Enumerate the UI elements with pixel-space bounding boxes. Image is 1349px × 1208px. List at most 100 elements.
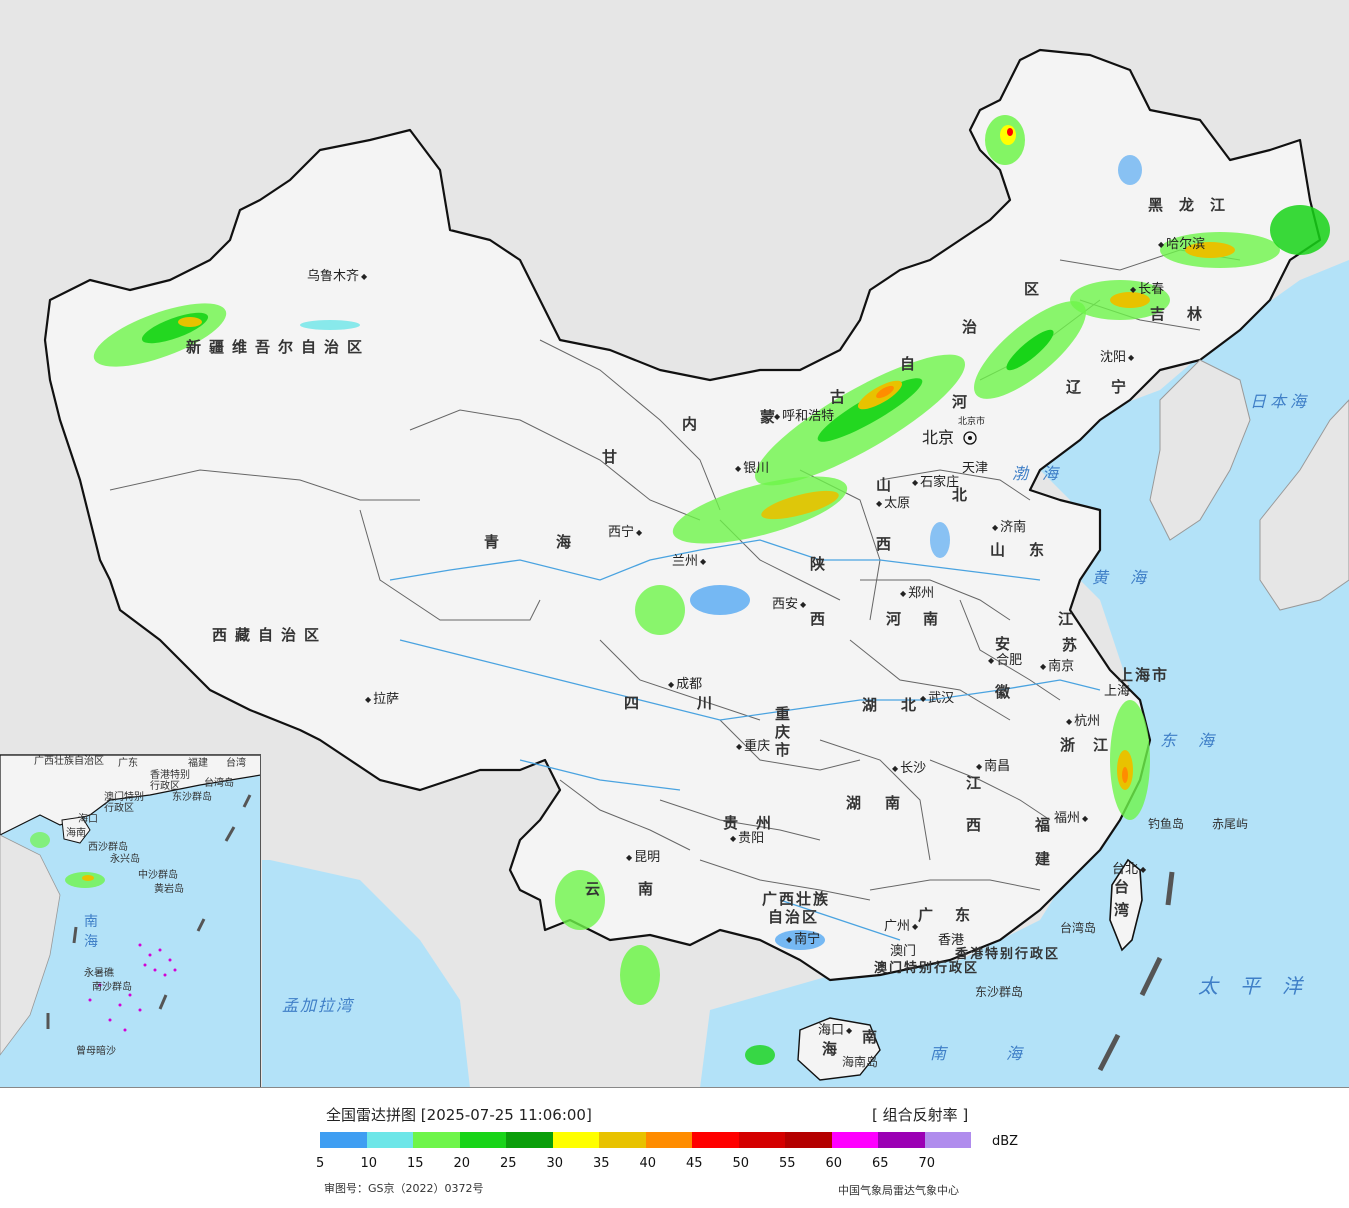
beijing-marker bbox=[963, 431, 977, 445]
province-label-chongqing-b: 庆 bbox=[775, 723, 811, 741]
province-label-shaanxi-a: 陕 bbox=[810, 555, 846, 573]
korea-land bbox=[1149, 359, 1251, 541]
city-chongqing: 重庆 bbox=[736, 740, 770, 753]
province-label-shanghai: 上海市 bbox=[1118, 666, 1170, 684]
inset-label-18: 曾母暗沙 bbox=[76, 1046, 116, 1057]
city-kunming: 昆明 bbox=[626, 851, 660, 864]
legend-tick-label: 20 bbox=[453, 1156, 471, 1171]
inset-label-4: 香港特别行政区 bbox=[150, 770, 190, 792]
province-label-hebei-a: 河 bbox=[952, 393, 988, 411]
inset-label-2: 福建 bbox=[188, 758, 208, 769]
province-label-shandong: 山东 bbox=[990, 541, 1069, 559]
city-nanchang: 南昌 bbox=[976, 760, 1010, 773]
province-label-neimenggu-4: 自 bbox=[900, 355, 936, 373]
legend-tick-label: 5 bbox=[316, 1156, 325, 1171]
city-beijing: 北京 bbox=[922, 428, 955, 447]
city-harbin: 哈尔滨 bbox=[1158, 238, 1205, 251]
province-label-taiwan-b: 湾 bbox=[1114, 901, 1150, 919]
city-xining: 西宁 bbox=[608, 526, 642, 539]
city-shijiazhuang: 石家庄 bbox=[912, 476, 959, 489]
province-label-neimenggu-5: 治 bbox=[962, 318, 998, 336]
sea-label-donghai: 东海 bbox=[1160, 731, 1237, 750]
province-label-liaoning: 辽宁 bbox=[1066, 378, 1157, 396]
radar-map: 新疆维吾尔自治区 西藏自治区 青 海 甘 内 蒙 古 自 治 区 黑龙江 吉林 … bbox=[0, 0, 1349, 1088]
province-label-sichuan-b: 川 bbox=[697, 694, 733, 712]
island-taiwan: 台湾岛 bbox=[1060, 921, 1097, 935]
city-hefei: 合肥 bbox=[988, 654, 1022, 667]
city-aomen: 澳门 bbox=[890, 944, 917, 959]
city-fuzhou: 福州 bbox=[1054, 812, 1088, 825]
province-label-guangdong: 广东 bbox=[918, 906, 993, 924]
city-nanning: 南宁 bbox=[786, 933, 820, 946]
province-label-taiwan-a: 台 bbox=[1114, 878, 1150, 896]
province-label-hunan: 湖南 bbox=[846, 794, 925, 812]
city-lhasa: 拉萨 bbox=[365, 693, 399, 706]
city-xian: 西安 bbox=[772, 598, 806, 611]
legend-swatch bbox=[366, 1132, 413, 1148]
island-hainan: 海南岛 bbox=[842, 1055, 879, 1069]
inset-label-10: 西沙群岛 bbox=[88, 842, 128, 853]
inset-label-17: 南沙群岛 bbox=[92, 982, 132, 993]
inset-canvas bbox=[0, 755, 260, 1056]
inset-label-3: 台湾 bbox=[226, 758, 246, 769]
province-label-henan: 河南 bbox=[886, 610, 961, 628]
province-label-guangxi-a: 广西壮族 bbox=[762, 890, 831, 908]
province-label-jiangsu-a: 江 bbox=[1058, 610, 1094, 628]
city-jinan: 济南 bbox=[992, 521, 1026, 534]
radar-echoes bbox=[93, 115, 1330, 1065]
province-label-chongqing-c: 市 bbox=[775, 741, 811, 759]
rivers bbox=[389, 539, 1101, 941]
city-shanghai: 上海 bbox=[1104, 684, 1131, 699]
inset-label-7: 台湾岛 bbox=[204, 778, 234, 789]
japan-land bbox=[1259, 399, 1349, 611]
city-taibei: 台北 bbox=[1112, 863, 1146, 876]
legend-title: 全国雷达拼图 [2025-07-25 11:06:00] bbox=[326, 1104, 592, 1125]
province-label-gansu: 甘 bbox=[602, 448, 638, 466]
province-label-qinghai-a: 青 bbox=[484, 533, 520, 551]
province-label-jiangxi-a: 江 bbox=[966, 774, 1002, 792]
legend-swatch bbox=[413, 1132, 460, 1148]
legend-swatch bbox=[738, 1132, 785, 1148]
city-changchun: 长春 bbox=[1130, 283, 1164, 296]
city-changsha: 长沙 bbox=[892, 762, 926, 775]
province-label-sichuan-a: 四 bbox=[624, 694, 660, 712]
inset-hainan bbox=[61, 816, 91, 844]
province-label-neimenggu-1: 内 bbox=[682, 415, 718, 433]
city-guiyang: 贵阳 bbox=[730, 832, 764, 845]
city-chengdu: 成都 bbox=[668, 678, 702, 691]
province-label-shanxi-a: 山 bbox=[876, 476, 912, 494]
legend-panel: 全国雷达拼图 [2025-07-25 11:06:00] [ 组合反射率 ] 5… bbox=[0, 1088, 1349, 1208]
maritime-boundary-dashes bbox=[1097, 871, 1175, 1072]
province-label-yunnan-a: 云 bbox=[585, 880, 621, 898]
island-chiwei: 赤尾屿 bbox=[1212, 817, 1249, 831]
inset-label-11: 永兴岛 bbox=[110, 854, 140, 865]
province-borders bbox=[109, 249, 1241, 901]
legend-tick-label: 50 bbox=[732, 1156, 750, 1171]
inset-label-14: 南 bbox=[84, 914, 98, 930]
province-label-hainan-b: 南 bbox=[862, 1028, 898, 1046]
sea-label-taipingyang: 太平洋 bbox=[1198, 974, 1324, 998]
island-dongsha: 东沙群岛 bbox=[975, 985, 1024, 999]
inset-label-13: 黄岩岛 bbox=[154, 884, 184, 895]
province-label-guangxi-b: 自治区 bbox=[768, 908, 820, 926]
sea-bay-bengal bbox=[262, 860, 470, 1087]
city-urumqi: 乌鲁木齐 bbox=[307, 270, 367, 283]
inset-label-9: 海南 bbox=[66, 828, 86, 839]
province-label-hainan-a: 海 bbox=[822, 1040, 858, 1058]
city-haikou: 海口 bbox=[818, 1024, 852, 1037]
legend-swatch bbox=[599, 1132, 646, 1148]
legend-tick-label: 10 bbox=[360, 1156, 378, 1171]
legend-swatch bbox=[785, 1132, 832, 1148]
unit-label: dBZ bbox=[992, 1134, 1019, 1149]
province-label-jiangsu-b: 苏 bbox=[1062, 636, 1098, 654]
review-number: 审图号：GS京（2022）0372号 bbox=[324, 1182, 484, 1195]
sea-label-mengjiala: 孟加拉湾 bbox=[282, 996, 355, 1015]
legend-swatch bbox=[692, 1132, 739, 1148]
sea-label-nanhai: 南海 bbox=[930, 1044, 1083, 1063]
legend-tick-label: 45 bbox=[686, 1156, 703, 1171]
inset-label-16: 永暑礁 bbox=[84, 968, 114, 979]
map-title: 全国雷达拼图 bbox=[326, 1106, 417, 1124]
legend-swatch bbox=[459, 1132, 506, 1148]
city-hangzhou: 杭州 bbox=[1066, 715, 1100, 728]
province-label-jilin: 吉林 bbox=[1150, 305, 1225, 323]
